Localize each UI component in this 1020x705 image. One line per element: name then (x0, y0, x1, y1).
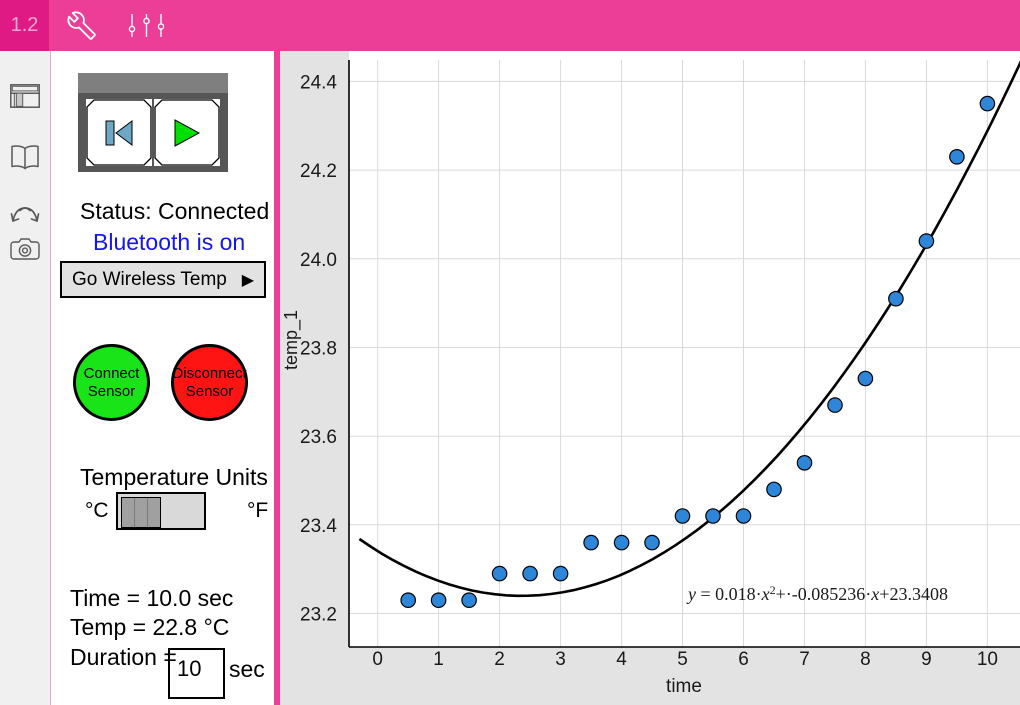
svg-text:24.2: 24.2 (300, 161, 337, 182)
svg-text:8: 8 (860, 649, 871, 670)
svg-text:24.0: 24.0 (300, 250, 337, 271)
svg-text:temp_1: temp_1 (281, 310, 302, 370)
svg-text:4: 4 (616, 649, 627, 670)
svg-text:9: 9 (921, 649, 932, 670)
svg-text:7: 7 (799, 649, 810, 670)
svg-text:3: 3 (555, 649, 566, 670)
svg-text:24.4: 24.4 (300, 72, 337, 93)
svg-text:0: 0 (372, 649, 383, 670)
svg-text:5: 5 (677, 649, 688, 670)
svg-text:23.6: 23.6 (300, 427, 337, 448)
svg-text:2: 2 (494, 649, 505, 670)
svg-text:time: time (666, 676, 702, 697)
svg-text:6: 6 (738, 649, 749, 670)
svg-text:23.4: 23.4 (300, 516, 337, 537)
svg-text:10: 10 (977, 649, 998, 670)
svg-text:23.2: 23.2 (300, 605, 337, 626)
svg-text:y = 0.018·x2+·-0.085236·x+23.3: y = 0.018·x2+·-0.085236·x+23.3408 (686, 583, 948, 604)
svg-text:23.8: 23.8 (300, 339, 337, 360)
svg-text:1: 1 (433, 649, 444, 670)
